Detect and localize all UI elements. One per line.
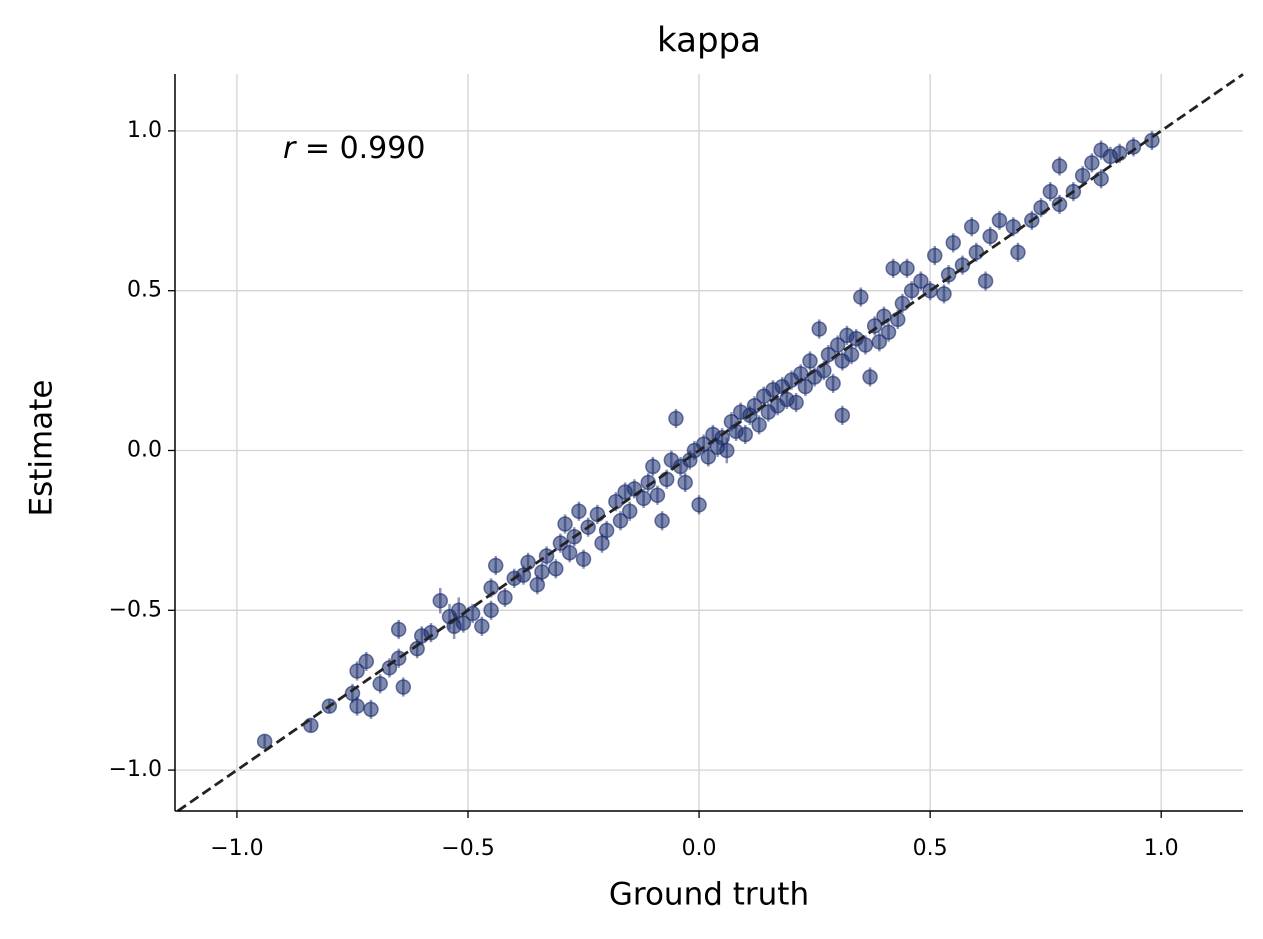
x-tick-label: 1.0 [1144,836,1179,861]
point [497,589,513,606]
point [1125,139,1142,155]
point [834,407,851,424]
point [548,560,564,577]
annotation: r = 0.990 [283,131,425,166]
point [432,592,449,609]
point [1042,183,1059,200]
point [256,733,273,750]
point [894,295,911,312]
point [927,247,943,264]
chart-title: kappa [657,21,761,61]
point [487,557,504,574]
point [455,615,472,631]
point [349,663,365,679]
point [843,346,860,363]
point [719,442,735,459]
point [751,417,767,433]
point [390,621,407,638]
point [464,605,481,622]
point [862,369,878,385]
point [829,337,846,353]
point [1005,219,1022,235]
point [936,286,952,302]
point [668,410,684,427]
point [903,282,920,299]
point [649,487,666,503]
point [1010,244,1026,261]
point [621,503,638,519]
point [797,378,814,395]
point [645,458,661,475]
y-axis-label: Estimate [24,380,60,517]
point [811,321,827,337]
x-tick-label: 0.0 [682,836,717,861]
point [612,513,629,529]
point [977,273,994,289]
point [1084,155,1100,171]
y-tick-label: 1.0 [127,118,162,143]
point [885,260,901,277]
point [737,426,754,443]
y-tick-label: 0.0 [127,437,162,462]
point [963,219,980,235]
point [945,234,961,251]
x-tick-label: −1.0 [210,836,263,861]
identity-line [176,73,1244,813]
point [982,228,998,245]
point [802,353,818,369]
point [534,564,550,580]
point [598,522,615,539]
point [483,602,499,619]
point [557,516,573,532]
x-tick-label: −0.5 [441,836,494,861]
point [358,653,375,670]
point [677,474,693,491]
point [529,576,546,593]
point [866,318,883,334]
point [571,503,587,519]
point [968,244,985,261]
point [825,375,841,392]
point [303,717,319,734]
point [1051,158,1068,174]
point [654,513,670,529]
annotation-text: = 0.990 [305,131,426,166]
point [1093,171,1109,187]
point [991,212,1008,229]
point [940,266,957,283]
point [474,618,490,635]
point [788,394,804,411]
point [575,551,592,567]
x-tick-label: 0.5 [913,836,948,861]
point [700,449,717,465]
point [691,497,707,513]
point [349,698,365,714]
y-tick-label: 0.5 [127,278,162,303]
point [880,324,897,340]
point [594,535,610,551]
y-tick-label: −0.5 [109,597,162,622]
point [451,602,467,619]
point [853,289,869,305]
point [363,701,379,718]
point [561,545,578,561]
point [1051,196,1068,213]
y-tick-label: −1.0 [109,757,162,782]
point [395,679,412,695]
x-axis-label: Ground truth [609,877,809,913]
point [372,676,388,692]
annotation-symbol: r [283,131,297,166]
point [899,260,915,277]
point [913,273,929,289]
point [871,334,888,350]
point [1074,167,1091,184]
